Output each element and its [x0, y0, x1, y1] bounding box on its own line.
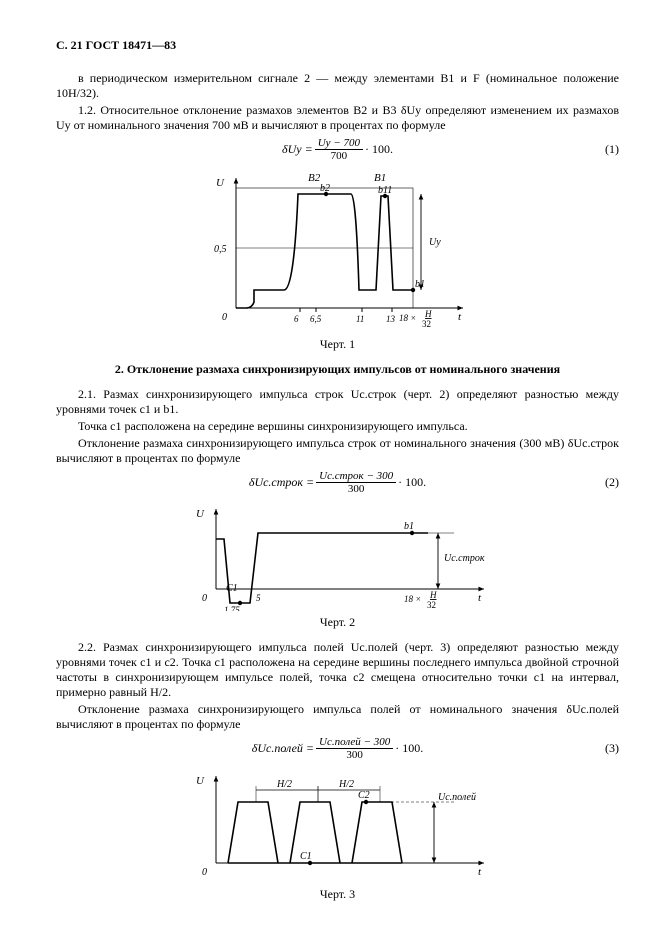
svg-text:H/2: H/2 [338, 779, 354, 790]
svg-text:18 ×: 18 × [399, 313, 416, 323]
eq2-num: Uс.строк − 300 [316, 470, 396, 483]
svg-text:B2: B2 [308, 172, 321, 184]
svg-text:U: U [196, 775, 205, 787]
eq2-frac: Uс.строк − 300 300 [316, 470, 396, 495]
section-2-title: 2. Отклонение размаха синхронизирующих и… [56, 362, 619, 377]
page-header: С. 21 ГОСТ 18471—83 [56, 38, 619, 53]
eq3-lhs: δUс.полей = [252, 741, 314, 756]
equation-2: δUс.строк = Uс.строк − 300 300 · 100. (2… [56, 470, 619, 495]
svg-text:0: 0 [202, 867, 207, 878]
figure-3: H/2 H/2 C1 C2 Uс.полей U 0 t [56, 768, 619, 883]
svg-text:H: H [429, 590, 437, 600]
eq2-den: 300 [345, 483, 368, 495]
svg-text:1,75: 1,75 [224, 605, 240, 611]
svg-text:6: 6 [294, 314, 299, 324]
equation-3: δUс.полей = Uс.полей − 300 300 · 100. (3… [56, 736, 619, 761]
figure-2-svg: U 0 t b1 Uс.строк C1 1,75 5 18 × H32 [188, 501, 488, 611]
svg-text:32: 32 [427, 600, 436, 610]
svg-text:0: 0 [222, 312, 227, 323]
para-6: 2.2. Размах синхронизирующего импульса п… [56, 640, 619, 700]
svg-text:C1: C1 [226, 583, 238, 594]
svg-text:6,5: 6,5 [310, 314, 322, 324]
svg-text:0: 0 [202, 593, 207, 604]
equation-1: δUy = Uy − 700 700 · 100. (1) [56, 137, 619, 162]
eq3-frac: Uс.полей − 300 300 [316, 736, 393, 761]
figure-1-caption: Черт. 1 [56, 337, 619, 352]
para-1: в периодическом измерительном сигнале 2 … [56, 71, 619, 101]
svg-text:b1: b1 [404, 521, 414, 532]
svg-text:Uy: Uy [429, 237, 441, 248]
svg-text:H/2: H/2 [276, 779, 292, 790]
para-4: Точка c1 расположена на середине вершины… [56, 419, 619, 434]
figure-2: U 0 t b1 Uс.строк C1 1,75 5 18 × H32 [56, 501, 619, 611]
svg-text:18 ×: 18 × [404, 594, 421, 604]
para-2: 1.2. Относительное отклонение размахов э… [56, 103, 619, 133]
eq1-num: Uy − 700 [315, 137, 363, 150]
svg-text:b1: b1 [415, 279, 425, 290]
svg-text:b11: b11 [378, 185, 392, 196]
eq1-lhs: δUy = [282, 142, 313, 157]
svg-text:U: U [196, 508, 205, 520]
svg-text:5: 5 [256, 593, 261, 603]
svg-text:11: 11 [356, 314, 364, 324]
para-7: Отклонение размаха синхронизирующего имп… [56, 702, 619, 732]
eq1-den: 700 [328, 150, 351, 162]
svg-text:t: t [478, 866, 482, 878]
svg-text:H: H [424, 309, 432, 319]
svg-text:13: 13 [386, 314, 396, 324]
eq3-den: 300 [343, 749, 366, 761]
svg-text:b2: b2 [320, 183, 330, 194]
svg-text:0,5: 0,5 [214, 244, 227, 255]
svg-text:32: 32 [422, 319, 431, 329]
svg-text:U: U [216, 177, 225, 189]
para-5: Отклонение размаха синхронизирующего имп… [56, 436, 619, 466]
eq3-num: Uс.полей − 300 [316, 736, 393, 749]
svg-text:Uс.строк: Uс.строк [444, 553, 485, 564]
eq1-frac: Uy − 700 700 [315, 137, 363, 162]
eq3-number: (3) [605, 741, 619, 756]
figure-3-caption: Черт. 3 [56, 887, 619, 902]
svg-text:t: t [458, 311, 462, 323]
para-3: 2.1. Размах синхронизирующего импульса с… [56, 387, 619, 417]
eq3-tail: · 100. [395, 741, 423, 756]
eq2-lhs: δUс.строк = [249, 475, 314, 490]
figure-1-svg: B2 B1 b2 b11 b1 U 0,5 0 t Uy 6 6,5 11 1318 × H32 [208, 168, 468, 333]
svg-text:Uс.полей: Uс.полей [438, 792, 476, 803]
figure-1: B2 B1 b2 b11 b1 U 0,5 0 t Uy 6 6,5 11 1318 × H32 [56, 168, 619, 333]
svg-text:C2: C2 [358, 790, 370, 801]
svg-text:t: t [478, 592, 482, 604]
svg-text:B1: B1 [374, 172, 386, 184]
eq2-number: (2) [605, 475, 619, 490]
figure-2-caption: Черт. 2 [56, 615, 619, 630]
eq2-tail: · 100. [398, 475, 426, 490]
svg-text:C1: C1 [300, 851, 312, 862]
eq1-number: (1) [605, 142, 619, 157]
figure-3-svg: H/2 H/2 C1 C2 Uс.полей U 0 t [188, 768, 488, 883]
eq1-tail: · 100. [365, 142, 393, 157]
